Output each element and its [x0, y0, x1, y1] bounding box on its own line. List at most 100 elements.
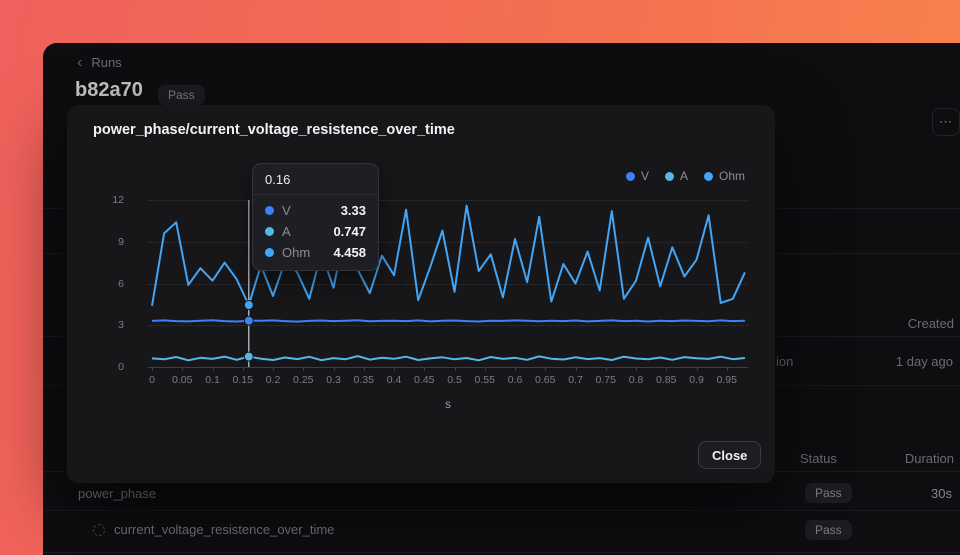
x-tick-label: 0.6 [507, 374, 523, 386]
row-status-badge: Pass [805, 483, 852, 503]
row-label-fragment: ion [776, 354, 794, 369]
x-tick-label: 0.35 [353, 374, 374, 386]
x-tick-mark [545, 367, 547, 371]
x-tick-label: 0.25 [293, 374, 314, 386]
x-tick-label: 0 [149, 374, 155, 386]
tooltip-x-value: 0.16 [253, 164, 378, 195]
group-label: power_phase [78, 486, 157, 501]
x-tick-label: 0.95 [716, 374, 737, 386]
pending-circle-icon [93, 523, 105, 536]
legend-label: Ohm [718, 169, 745, 183]
tooltip-series-value: 0.747 [333, 224, 366, 239]
duration-header: Duration [904, 451, 954, 466]
y-tick-label: 3 [118, 319, 124, 332]
series-line-ohm [151, 204, 746, 306]
test-name: current_voltage_resistence_over_time [114, 522, 335, 537]
x-tick-mark [575, 367, 577, 371]
x-tick-label: 0.15 [232, 374, 253, 386]
x-tick-mark [333, 367, 335, 371]
y-tick-label: 6 [118, 277, 124, 290]
x-tick-label: 0.4 [386, 374, 402, 386]
run-status-badge: Pass [158, 85, 205, 105]
x-tick-mark [303, 367, 305, 371]
chart-tooltip: 0.16 V 3.33 A 0.747 Ohm 4.458 [252, 163, 379, 271]
x-tick-label: 0.2 [265, 374, 281, 386]
x-tick-mark [273, 367, 274, 371]
crosshair-dot-v [243, 315, 254, 326]
tooltip-row-a: A 0.747 [253, 221, 378, 242]
x-tick-mark [636, 367, 637, 371]
x-tick-label: 0.7 [568, 374, 583, 386]
created-header: Created [907, 316, 954, 331]
x-tick-label: 0.75 [595, 374, 616, 386]
gridline [148, 241, 748, 243]
divider [43, 510, 960, 511]
x-tick-mark [182, 367, 184, 371]
tooltip-row-ohm: Ohm 4.458 [253, 242, 378, 263]
line-chart[interactable] [151, 200, 746, 372]
legend-label: A [679, 169, 688, 183]
tooltip-series-name: V [282, 203, 291, 218]
created-value: 1 day ago [895, 354, 953, 369]
y-tick-label: 12 [112, 194, 124, 206]
legend-dot-icon [664, 171, 674, 181]
x-tick-mark [424, 367, 426, 371]
x-axis-line [148, 367, 748, 368]
x-tick-label: 0.55 [474, 374, 495, 386]
chart-dialog: power_phase/current_voltage_resistence_o… [67, 105, 775, 483]
x-tick-mark [363, 367, 365, 371]
legend-item-v[interactable]: V [625, 169, 649, 183]
x-tick-mark [212, 367, 214, 371]
x-tick-mark [726, 367, 728, 371]
x-axis-label: s [445, 397, 451, 411]
x-tick-label: 0.1 [205, 374, 220, 386]
tooltip-series-name: A [282, 224, 291, 239]
page-title: b82a70 [75, 79, 143, 101]
legend-dot-icon [703, 171, 713, 181]
status-header: Status [800, 451, 837, 466]
dialog-title: power_phase/current_voltage_resistence_o… [93, 122, 455, 138]
series-dot-icon [265, 206, 274, 215]
x-tick-mark [515, 367, 516, 371]
x-tick-label: 0.65 [535, 374, 556, 386]
legend-item-a[interactable]: A [664, 169, 688, 183]
row-status-badge: Pass [805, 520, 852, 540]
gridline [148, 325, 748, 327]
x-tick-mark [605, 367, 607, 371]
y-tick-label: 9 [118, 235, 124, 248]
x-tick-label: 0.9 [689, 374, 704, 386]
y-tick-label: 0 [118, 361, 124, 373]
series-line-v [151, 319, 745, 323]
series-line-a [151, 355, 745, 362]
x-tick-mark [454, 367, 456, 371]
x-tick-mark [242, 367, 244, 371]
x-tick-mark [484, 367, 486, 371]
x-tick-label: 0.8 [628, 374, 644, 386]
tooltip-series-value: 4.458 [333, 245, 366, 260]
close-button[interactable]: Close [698, 441, 762, 469]
duration-value: 30s [931, 486, 952, 501]
x-tick-label: 0.3 [326, 374, 341, 386]
series-dot-icon [265, 227, 274, 236]
divider [43, 552, 960, 553]
breadcrumb[interactable]: ‹ Runs [77, 54, 122, 71]
x-tick-label: 0.85 [656, 374, 677, 386]
x-tick-mark [696, 367, 698, 371]
tooltip-series-value: 3.33 [340, 203, 366, 218]
legend-item-ohm[interactable]: Ohm [703, 169, 745, 183]
crosshair-dot-ohm [243, 300, 254, 310]
legend-label: V [640, 169, 649, 183]
crosshair-dot-a [243, 351, 254, 362]
x-tick-mark [666, 367, 668, 371]
tooltip-series-name: Ohm [282, 245, 311, 260]
x-tick-mark [152, 367, 153, 371]
table-row[interactable]: current_voltage_resistence_over_time [93, 522, 334, 537]
ellipsis-icon: ⋯ [939, 114, 953, 129]
legend-dot-icon [625, 171, 635, 181]
series-dot-icon [265, 248, 274, 257]
breadcrumb-label: Runs [91, 55, 122, 70]
tooltip-row-v: V 3.33 [253, 200, 378, 221]
back-icon: ‹ [77, 54, 83, 71]
gridline [148, 283, 748, 285]
